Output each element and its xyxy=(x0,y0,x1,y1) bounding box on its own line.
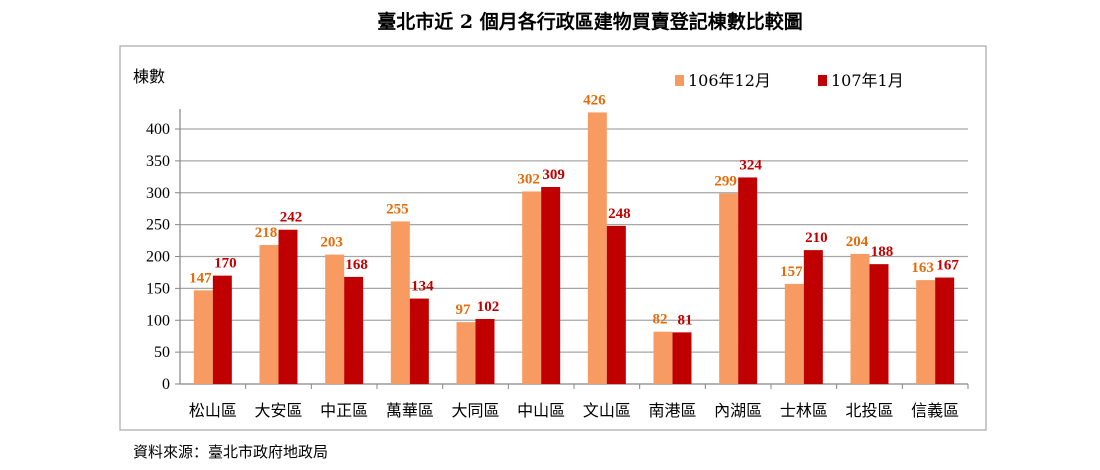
y-tick-label: 250 xyxy=(146,217,170,234)
bar-106-12 xyxy=(653,331,673,384)
bar-107-01 xyxy=(803,250,823,384)
legend-label-106-12: 106年12月 xyxy=(688,71,771,90)
x-tick-label: 南港區 xyxy=(648,401,696,420)
y-tick-label: 150 xyxy=(146,280,170,297)
bar-106-12 xyxy=(390,221,410,384)
x-tick-label: 文山區 xyxy=(583,401,631,420)
bar-106-12 xyxy=(587,112,607,385)
x-tick-label: 中正區 xyxy=(320,401,368,420)
y-tick-label: 400 xyxy=(146,121,170,138)
legend-swatch-106-12 xyxy=(675,75,684,86)
data-label: 167 xyxy=(936,258,959,274)
data-label: 210 xyxy=(805,230,828,246)
source-note: 資料來源：臺北市政府地政局 xyxy=(133,443,328,461)
chart-border xyxy=(119,45,987,431)
data-label: 170 xyxy=(214,256,237,272)
y-tick-label: 200 xyxy=(146,249,170,266)
data-label: 426 xyxy=(583,92,606,108)
bar-107-01 xyxy=(409,298,429,384)
data-label: 81 xyxy=(678,312,693,328)
bar-106-12 xyxy=(916,280,936,384)
bar-106-12 xyxy=(719,193,739,384)
bar-106-12 xyxy=(784,283,804,384)
bar-107-01 xyxy=(541,187,561,384)
data-label: 188 xyxy=(871,244,894,260)
x-tick-label: 松山區 xyxy=(189,401,237,420)
x-tick-label: 信義區 xyxy=(911,401,959,420)
x-tick-label: 大同區 xyxy=(451,401,499,420)
x-tick-label: 中山區 xyxy=(517,401,565,420)
data-label: 102 xyxy=(477,299,500,315)
data-label: 248 xyxy=(608,206,631,222)
data-label: 302 xyxy=(517,171,540,187)
data-label: 324 xyxy=(739,157,762,173)
x-tick-label: 內湖區 xyxy=(714,401,762,420)
bar-107-01 xyxy=(672,332,692,384)
bar-107-01 xyxy=(606,225,626,384)
bar-107-01 xyxy=(738,177,758,384)
y-tick-label: 300 xyxy=(146,185,170,202)
bar-106-12 xyxy=(259,245,279,384)
data-label: 242 xyxy=(280,210,303,226)
bar-107-01 xyxy=(344,276,364,384)
bar-107-01 xyxy=(475,318,495,384)
y-tick-label: 0 xyxy=(162,376,170,393)
data-label: 157 xyxy=(780,264,803,280)
data-label: 134 xyxy=(411,279,434,295)
data-label: 255 xyxy=(386,201,409,217)
x-tick-label: 萬華區 xyxy=(386,401,434,420)
x-tick-label: 北投區 xyxy=(845,401,893,420)
bar-107-01 xyxy=(212,275,232,384)
y-tick-label: 350 xyxy=(146,153,170,170)
bar-107-01 xyxy=(278,229,298,384)
data-label: 168 xyxy=(345,257,368,273)
y-axis-label: 棟數 xyxy=(133,68,165,86)
bar-106-12 xyxy=(193,290,213,384)
data-label: 147 xyxy=(189,270,212,286)
bar-106-12 xyxy=(456,322,476,384)
x-tick-label: 大安區 xyxy=(254,401,302,420)
data-label: 218 xyxy=(255,225,278,241)
bar-107-01 xyxy=(935,277,955,384)
bar-106-12 xyxy=(850,253,870,384)
data-label: 309 xyxy=(542,167,565,183)
bar-106-12 xyxy=(325,254,345,384)
bar-106-12 xyxy=(522,191,542,384)
chart-title: 臺北市近 2 個月各行政區建物買賣登記棟數比較圖 xyxy=(377,10,802,33)
y-tick-label: 50 xyxy=(154,344,170,361)
data-label: 97 xyxy=(456,302,472,318)
x-tick-label: 士林區 xyxy=(780,401,828,420)
legend-label-107-01: 107年1月 xyxy=(831,71,904,90)
legend-swatch-107-01 xyxy=(818,75,827,86)
data-label: 299 xyxy=(714,173,737,189)
bar-107-01 xyxy=(869,264,889,384)
data-label: 204 xyxy=(846,234,869,250)
data-label: 203 xyxy=(320,235,343,251)
data-label: 163 xyxy=(911,260,934,276)
y-tick-label: 100 xyxy=(146,312,170,329)
data-label: 82 xyxy=(653,312,668,328)
